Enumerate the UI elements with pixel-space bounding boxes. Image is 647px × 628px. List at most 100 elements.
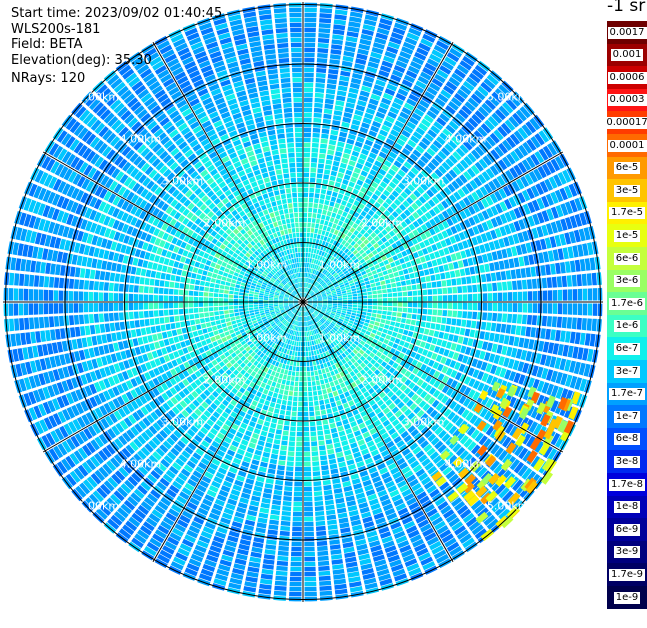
ray-segment: [275, 480, 283, 485]
ray-segment: [314, 198, 319, 203]
ray-segment: [509, 259, 515, 269]
ray-segment: [328, 299, 333, 301]
ray-segment: [303, 218, 307, 223]
ray-segment: [169, 338, 175, 345]
ray-segment: [311, 163, 317, 168]
ray-segment: [338, 86, 348, 92]
ray-segment: [292, 522, 301, 527]
ray-segment: [271, 418, 277, 423]
ray-segment: [436, 317, 441, 323]
ray-segment: [310, 426, 316, 431]
ray-segment: [390, 321, 395, 326]
ray-segment: [307, 223, 311, 228]
ray-segment: [381, 285, 386, 289]
ray-segment: [318, 395, 323, 400]
ray-segment: [304, 562, 315, 567]
ray-segment: [307, 263, 309, 268]
ray-segment: [276, 383, 281, 388]
ray-segment: [340, 527, 350, 533]
ray-segment: [295, 472, 302, 477]
ray-segment: [317, 551, 328, 556]
ray-segment: [427, 261, 433, 268]
ray-segment: [314, 371, 318, 376]
ray-segment: [320, 235, 324, 240]
ray-segment: [207, 327, 212, 332]
ray-segment: [363, 306, 368, 309]
ray-segment: [348, 302, 352, 304]
ray-segment: [370, 266, 375, 271]
ray-segment: [392, 343, 398, 349]
ray-segment: [304, 457, 311, 462]
ray-segment: [389, 273, 394, 278]
ray-segment: [318, 435, 324, 440]
ray-segment: [307, 367, 310, 372]
ray-segment: [308, 253, 311, 258]
ray-segment: [323, 373, 327, 378]
ray-segment: [304, 118, 312, 123]
ray-segment: [336, 374, 341, 379]
ray-segment: [292, 412, 297, 417]
ray-segment: [408, 291, 413, 296]
ray-segment: [325, 164, 332, 169]
ray-segment: [323, 485, 331, 490]
ray-segment: [560, 331, 566, 343]
ray-segment: [537, 278, 542, 288]
ray-segment: [331, 130, 339, 136]
ray-segment: [473, 303, 478, 310]
ray-segment: [334, 19, 346, 25]
ray-segment: [334, 369, 339, 374]
ray-segment: [352, 310, 357, 313]
ray-segment: [397, 345, 403, 351]
ray-segment: [304, 437, 310, 442]
ray-segment: [317, 58, 328, 63]
ray-segment: [299, 377, 302, 382]
ray-segment: [371, 317, 376, 321]
ray-segment: [463, 303, 468, 310]
ray-segment: [303, 248, 305, 253]
ray-segment: [451, 319, 456, 326]
ray-segment: [401, 263, 407, 269]
ray-segment: [316, 78, 326, 83]
ray-segment: [328, 366, 333, 371]
ray-segment: [555, 330, 561, 341]
ray-segment: [331, 386, 336, 391]
ray-segment: [401, 335, 407, 341]
ray-segment: [304, 133, 311, 138]
ray-segment: [425, 276, 430, 282]
ray-segment: [279, 536, 289, 541]
ray-segment: [265, 374, 270, 379]
ray-segment: [425, 343, 431, 350]
ray-segment: [335, 100, 344, 106]
ray-segment: [324, 221, 329, 226]
ray-segment: [438, 332, 444, 339]
ppi-scan-plot: 1.00km2.00km3.00km4.00km5.00km1.00km2.00…: [0, 0, 605, 607]
ray-segment: [377, 290, 382, 294]
ray-segment: [399, 340, 405, 346]
ray-segment: [304, 432, 310, 437]
ray-segment: [385, 320, 390, 325]
ray-segment: [305, 13, 317, 18]
ray-segment: [376, 282, 381, 286]
ray-segment: [424, 329, 430, 335]
ray-segment: [542, 316, 547, 327]
ray-segment: [231, 321, 236, 325]
ray-segment: [388, 341, 394, 347]
ray-segment: [585, 258, 591, 271]
ray-segment: [323, 480, 331, 485]
ray-segment: [318, 33, 330, 38]
ray-segment: [513, 292, 518, 301]
ray-segment: [375, 264, 380, 269]
ray-segment: [463, 259, 469, 267]
ray-segment: [304, 427, 309, 432]
ray-segment: [503, 292, 508, 301]
ray-segment: [573, 289, 578, 301]
ray-segment: [422, 309, 427, 315]
ray-segment: [339, 517, 349, 523]
ray-segment: [429, 268, 435, 274]
ray-segment: [275, 434, 282, 439]
ray-segment: [304, 567, 315, 572]
ray-segment: [287, 375, 291, 380]
ray-segment: [342, 179, 349, 185]
ray-segment: [297, 337, 299, 342]
ray-segment: [286, 411, 291, 416]
